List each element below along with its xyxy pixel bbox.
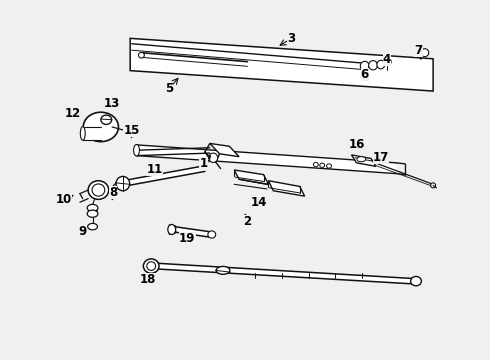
Ellipse shape (83, 112, 119, 141)
Text: 8: 8 (109, 186, 117, 199)
Polygon shape (169, 225, 175, 234)
Ellipse shape (209, 153, 218, 162)
Ellipse shape (92, 184, 105, 196)
Text: 15: 15 (123, 124, 140, 137)
Ellipse shape (88, 224, 98, 230)
Ellipse shape (411, 276, 421, 286)
Ellipse shape (368, 60, 377, 70)
Text: 2: 2 (244, 215, 251, 228)
Ellipse shape (208, 231, 216, 238)
Ellipse shape (360, 61, 369, 71)
Ellipse shape (88, 181, 109, 199)
Text: 5: 5 (165, 82, 173, 95)
Ellipse shape (139, 52, 145, 58)
Ellipse shape (147, 262, 156, 270)
Text: 19: 19 (179, 231, 196, 244)
Polygon shape (210, 143, 239, 157)
Text: 10: 10 (56, 193, 73, 206)
Text: 13: 13 (104, 98, 120, 111)
Text: 14: 14 (250, 196, 267, 209)
Polygon shape (269, 181, 305, 196)
Text: 6: 6 (361, 68, 369, 81)
Ellipse shape (116, 176, 130, 191)
Text: 3: 3 (287, 32, 295, 45)
Polygon shape (137, 145, 395, 174)
Ellipse shape (80, 127, 85, 140)
Text: 17: 17 (373, 151, 389, 164)
Polygon shape (174, 226, 212, 237)
Ellipse shape (421, 49, 429, 57)
Polygon shape (234, 170, 269, 184)
Text: 12: 12 (65, 107, 81, 120)
Ellipse shape (314, 162, 318, 167)
Ellipse shape (216, 266, 230, 274)
Polygon shape (123, 166, 205, 186)
Polygon shape (83, 127, 101, 140)
Text: 16: 16 (348, 138, 365, 151)
Ellipse shape (384, 58, 391, 66)
Ellipse shape (320, 163, 325, 167)
Ellipse shape (377, 60, 385, 69)
Ellipse shape (144, 259, 159, 273)
Ellipse shape (168, 225, 175, 234)
Ellipse shape (87, 210, 98, 217)
Ellipse shape (327, 164, 331, 168)
Polygon shape (156, 263, 415, 284)
Text: 1: 1 (199, 157, 208, 170)
Polygon shape (130, 39, 433, 91)
Ellipse shape (431, 183, 436, 188)
Ellipse shape (101, 115, 112, 125)
Ellipse shape (134, 144, 140, 156)
Text: 18: 18 (140, 273, 156, 286)
Polygon shape (351, 155, 376, 166)
Text: 4: 4 (383, 53, 391, 66)
Text: 11: 11 (147, 163, 163, 176)
Text: 7: 7 (415, 44, 422, 57)
Ellipse shape (87, 204, 98, 212)
Text: 9: 9 (79, 225, 87, 238)
Ellipse shape (357, 157, 366, 162)
